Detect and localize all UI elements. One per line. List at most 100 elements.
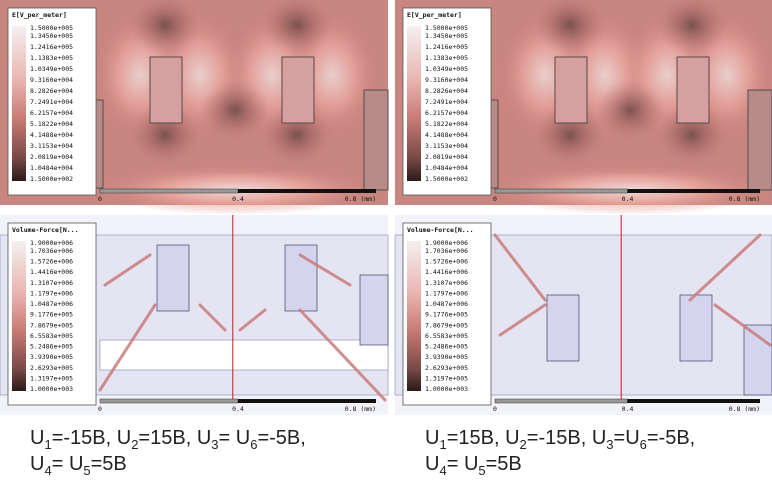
field-dark [595,80,665,140]
legend-label: 9.1776e+005 [425,311,468,319]
term-base: U [197,427,211,449]
term-sub: 6 [640,437,647,452]
term-base: U [425,453,439,475]
legend: E[V_per_meter]1.5000e+0051.3450e+0051.24… [8,8,96,195]
color-bar [407,26,421,181]
legend-label: 1.0000e+003 [30,385,73,393]
term-base: U [30,453,44,475]
term-rest: = [219,427,236,449]
electrode [364,90,388,190]
caption-line: U1=-15B, U2=15B, U3= U6=-5B, [30,425,306,451]
field-dark [200,80,270,140]
legend-label: 1.3197e+005 [425,374,468,382]
panel: Volume-Force[N...1.9000e+0061.7036e+0061… [395,215,772,415]
electrode [680,295,712,361]
legend: E[V_per_meter]1.5000e+0051.3450e+0051.24… [403,8,491,195]
scale-bar [495,399,628,403]
legend-label: 2.0819e+004 [30,153,73,161]
term-rest: = [52,453,69,475]
electrode [360,275,388,345]
scale-bar [238,399,376,403]
legend-label: 5.1822e+004 [30,120,73,128]
electrode [282,57,314,123]
legend-label: 2.6293e+005 [425,364,468,372]
legend-label: 1.7036e+006 [30,247,73,255]
term-sub: 1 [44,437,51,452]
legend-label: 1.4416e+006 [425,268,468,276]
legend-label: 6.5583e+005 [425,332,468,340]
scale-label: 0.4 [232,195,244,203]
legend-label: 1.5726e+006 [425,258,468,266]
legend-label: 5.1822e+004 [425,120,468,128]
term-base: U [505,427,519,449]
electrode [150,57,182,123]
legend-label: 1.0484e+004 [30,164,73,172]
term-base: U [464,453,478,475]
scale-label: 0.8 (mm) [729,195,760,203]
legend-label: 1.9000e+006 [425,239,468,247]
term-rest: =-15B, [52,427,117,449]
scale-bar [628,189,761,193]
legend: Volume-Force[N...1.9000e+0061.7036e+0061… [403,223,491,405]
scale-bar [238,189,376,193]
legend-label: 1.5000e+005 [425,24,468,32]
term-sub: 3 [211,437,218,452]
legend-label: 7.8679e+005 [30,321,73,329]
scale-label: 0.4 [622,405,634,413]
term-rest: = [614,427,626,449]
panel: Volume-Force[N...1.9000e+0061.7036e+0061… [0,215,388,415]
legend: Volume-Force[N...1.9000e+0061.7036e+0061… [8,223,96,405]
scale-label: 0 [98,195,102,203]
electrode [547,295,579,361]
term-sub: 1 [439,437,446,452]
legend-label: 1.4416e+006 [30,268,73,276]
legend-label: 1.5000e+002 [30,175,73,183]
caption-line: U4= U5=5B [30,451,306,477]
electrode [157,245,189,311]
term-rest: =15B, [138,427,196,449]
term-base: U [625,427,639,449]
scale-label: 0.8 (mm) [345,405,376,413]
scale-label: 0.8 (mm) [345,195,376,203]
figure: E[V_per_meter]1.5000e+0051.3450e+0051.24… [0,0,772,418]
legend-label: 3.9390e+005 [425,353,468,361]
legend-label: 1.0484e+004 [425,164,468,172]
term-sub: 5 [478,463,485,478]
legend-label: 1.1383e+005 [425,54,468,62]
legend-label: 1.0349e+005 [425,65,468,73]
region [100,340,388,370]
legend-title: Volume-Force[N... [407,226,474,234]
legend-label: 7.2491e+004 [425,98,468,106]
legend-label: 1.0349e+005 [30,65,73,73]
term-base: U [592,427,606,449]
scale-bar [100,189,238,193]
legend-label: 1.3107e+006 [30,279,73,287]
legend-label: 8.2826e+004 [30,87,73,95]
scale-label: 0.4 [232,405,244,413]
legend-label: 1.5000e+005 [30,24,73,32]
term-base: U [30,427,44,449]
caption-line: U1=15B, U2=-15B, U3=U6=-5B, [425,425,695,451]
legend-label: 1.3197e+005 [30,374,73,382]
term-rest: =-15B, [527,427,592,449]
panel: E[V_per_meter]1.5000e+0051.3450e+0051.24… [395,0,772,215]
legend-label: 5.2486e+005 [30,343,73,351]
legend-label: 6.2157e+004 [30,109,73,117]
term-sub: 4 [44,463,51,478]
legend-label: 9.3160e+004 [425,76,468,84]
term-base: U [236,427,250,449]
legend-label: 1.5000e+002 [425,175,468,183]
legend-label: 1.3450e+005 [425,32,468,40]
term-sub: 3 [606,437,613,452]
term-base: U [425,427,439,449]
caption: U1=15B, U2=-15B, U3=U6=-5B,U4= U5=5B [425,425,695,477]
scale-bar [495,189,628,193]
panel: E[V_per_meter]1.5000e+0051.3450e+0051.24… [0,0,388,215]
legend-label: 1.0487e+006 [30,300,73,308]
color-bar [12,241,26,391]
electrode [748,90,772,190]
term-rest: = [447,453,464,475]
page: E[V_per_meter]1.5000e+0051.3450e+0051.24… [0,0,772,485]
legend-label: 2.0819e+004 [425,153,468,161]
legend-label: 2.6293e+005 [30,364,73,372]
